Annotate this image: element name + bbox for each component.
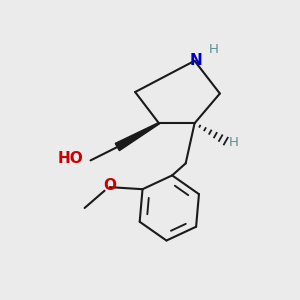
Text: H: H	[229, 136, 239, 149]
Text: N: N	[190, 53, 202, 68]
Text: O: O	[103, 178, 116, 193]
Text: H: H	[209, 43, 219, 56]
Polygon shape	[115, 123, 159, 151]
Text: HO: HO	[57, 152, 83, 166]
